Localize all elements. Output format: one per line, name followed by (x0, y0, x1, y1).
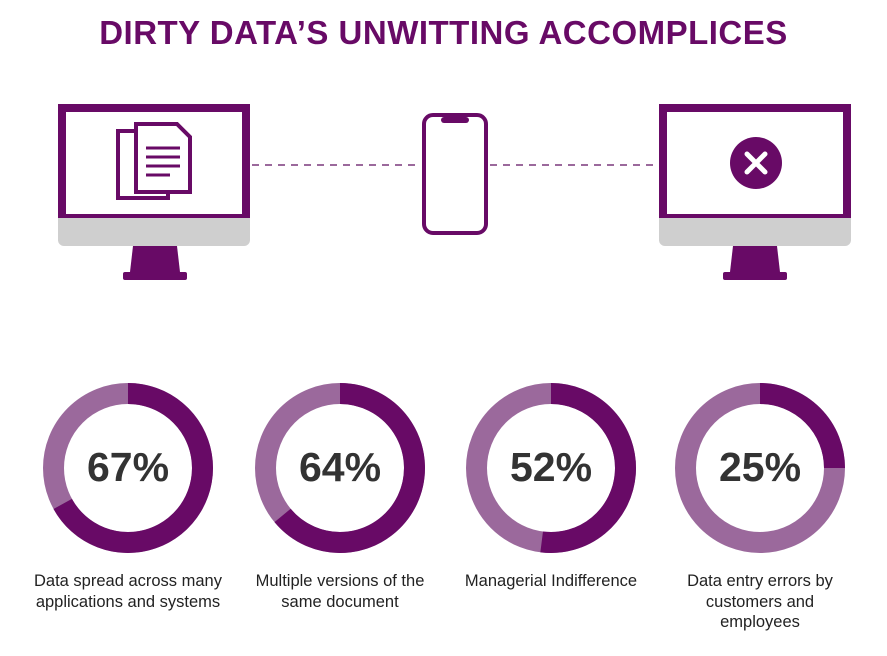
donut-arc (540, 383, 636, 553)
value-label: 67% (87, 444, 169, 490)
donut-caption: Data entry errors by customers and emplo… (687, 572, 833, 631)
donut-caption: Managerial Indifference (464, 572, 638, 590)
donut-arc (274, 383, 425, 553)
title: DIRTY DATA’S UNWITTING ACCOMPLICES (99, 14, 788, 51)
donut-caption: Data spread across many applications and… (33, 572, 222, 611)
donut-caption: Multiple versions of the same document (255, 572, 425, 611)
value-label: 52% (510, 444, 592, 490)
donut-arc (53, 383, 213, 553)
value-label: 64% (299, 444, 381, 490)
right-monitor (659, 104, 851, 280)
left-monitor (58, 104, 250, 280)
phone (422, 113, 488, 235)
donut-arc (759, 383, 845, 469)
value-label: 25% (719, 444, 801, 490)
